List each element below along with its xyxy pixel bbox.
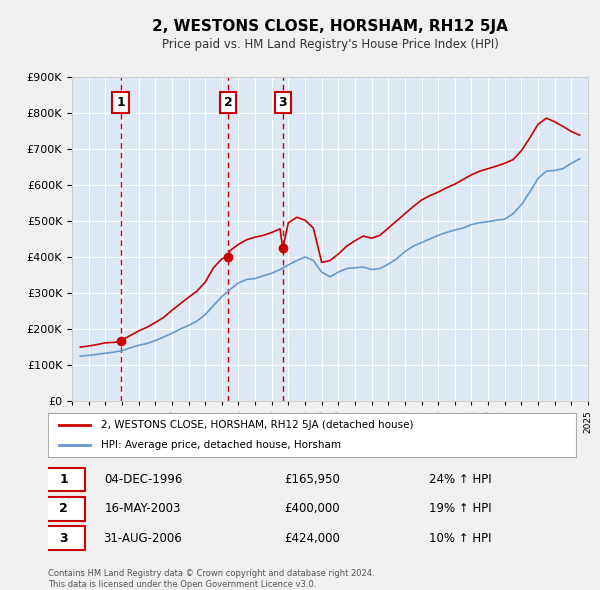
- Text: 2: 2: [224, 96, 232, 109]
- Text: £400,000: £400,000: [284, 502, 340, 516]
- Text: 04-DEC-1996: 04-DEC-1996: [104, 473, 182, 486]
- Text: 2, WESTONS CLOSE, HORSHAM, RH12 5JA (detached house): 2, WESTONS CLOSE, HORSHAM, RH12 5JA (det…: [101, 421, 413, 430]
- Text: 24% ↑ HPI: 24% ↑ HPI: [428, 473, 491, 486]
- Text: 2, WESTONS CLOSE, HORSHAM, RH12 5JA: 2, WESTONS CLOSE, HORSHAM, RH12 5JA: [152, 19, 508, 34]
- FancyBboxPatch shape: [43, 468, 85, 491]
- Text: 31-AUG-2006: 31-AUG-2006: [104, 532, 182, 545]
- Text: 19% ↑ HPI: 19% ↑ HPI: [428, 502, 491, 516]
- FancyBboxPatch shape: [43, 497, 85, 521]
- Text: 1: 1: [59, 473, 68, 486]
- Text: Price paid vs. HM Land Registry's House Price Index (HPI): Price paid vs. HM Land Registry's House …: [161, 38, 499, 51]
- Text: 1: 1: [116, 96, 125, 109]
- Text: Contains HM Land Registry data © Crown copyright and database right 2024.
This d: Contains HM Land Registry data © Crown c…: [48, 569, 374, 589]
- Text: 2: 2: [59, 502, 68, 516]
- Text: 10% ↑ HPI: 10% ↑ HPI: [428, 532, 491, 545]
- Text: £165,950: £165,950: [284, 473, 340, 486]
- Text: 16-MAY-2003: 16-MAY-2003: [105, 502, 181, 516]
- Text: £424,000: £424,000: [284, 532, 340, 545]
- Text: HPI: Average price, detached house, Horsham: HPI: Average price, detached house, Hors…: [101, 440, 341, 450]
- Text: 3: 3: [278, 96, 287, 109]
- FancyBboxPatch shape: [43, 526, 85, 550]
- Text: 3: 3: [59, 532, 68, 545]
